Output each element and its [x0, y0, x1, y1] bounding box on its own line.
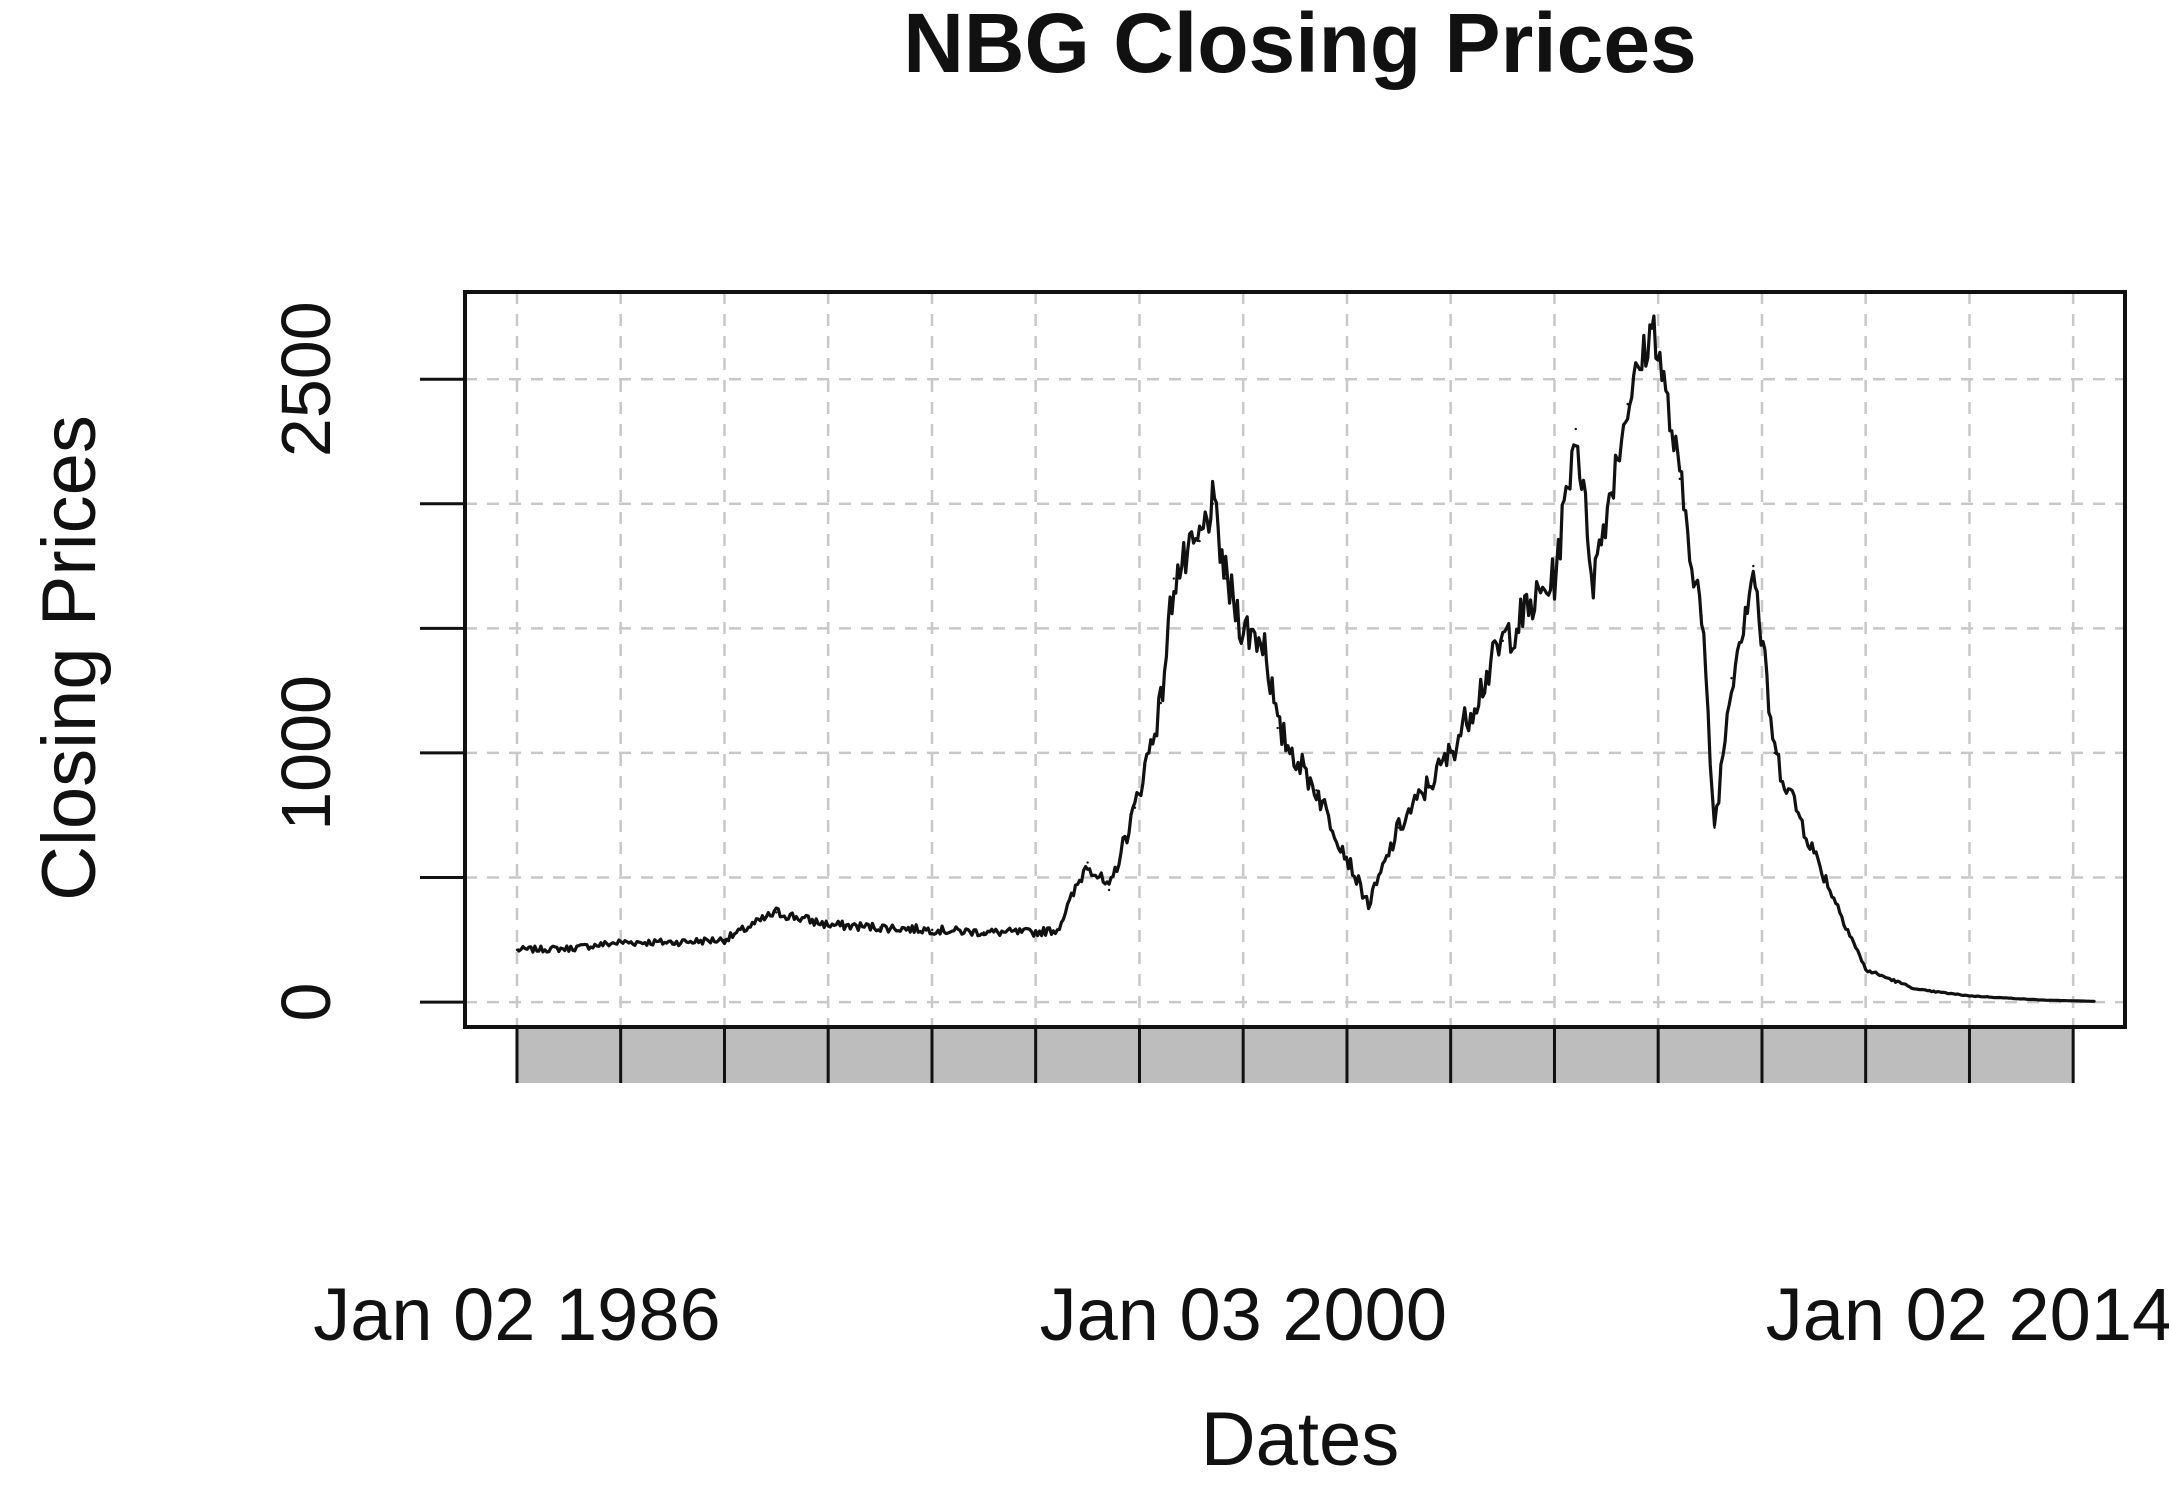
- data-point-18: [1211, 502, 1214, 505]
- data-point-14: [1133, 806, 1137, 809]
- data-point-42: [1968, 994, 1971, 998]
- y-tick-label-1: 1000: [267, 675, 345, 831]
- data-point-32: [1652, 323, 1656, 326]
- series-group: [515, 314, 2096, 1003]
- data-point-6: [826, 923, 830, 927]
- x-tick-label-0: Jan 02 1986: [313, 1273, 720, 1356]
- data-point-7: [879, 926, 882, 929]
- data-point-40: [1864, 968, 1867, 971]
- data-point-8: [930, 928, 934, 932]
- data-point-37: [1752, 564, 1755, 568]
- data-point-30: [1592, 577, 1595, 580]
- data-point-36: [1730, 676, 1733, 680]
- data-point-21: [1263, 639, 1266, 643]
- data-point-26: [1449, 751, 1452, 755]
- data-point-27: [1501, 639, 1504, 643]
- data-point-41: [1916, 988, 1919, 991]
- data-point-15: [1159, 701, 1162, 705]
- data-point-5: [775, 911, 778, 914]
- data-point-4: [723, 938, 726, 941]
- x-axis-label: Dates: [1201, 1397, 1400, 1482]
- y-axis: 0 1000 2500: [267, 301, 465, 1022]
- data-point-39: [1812, 851, 1816, 854]
- data-point-13: [1107, 888, 1111, 892]
- data-point-22: [1276, 726, 1279, 730]
- data-point-33: [1678, 477, 1681, 481]
- data-point-44: [2093, 1000, 2096, 1003]
- x-tick-label-1: Jan 03 2000: [1040, 1273, 1447, 1356]
- plot-frame: [463, 290, 2127, 1029]
- data-point-16: [1172, 577, 1176, 580]
- data-point-1: [567, 947, 571, 950]
- x-axis-band-ticks: [515, 1027, 2075, 1083]
- data-point-35: [1713, 826, 1716, 829]
- y-tick-label-0: 0: [267, 983, 345, 1022]
- data-point-17: [1198, 539, 1201, 543]
- data-point-19: [1224, 577, 1227, 580]
- data-point-34: [1700, 614, 1703, 618]
- grid-lines: [465, 292, 2125, 1027]
- data-point-24: [1367, 903, 1370, 907]
- data-point-28: [1553, 577, 1556, 580]
- x-tick-label-2: Jan 02 2014: [1766, 1273, 2169, 1356]
- data-point-10: [1034, 931, 1037, 934]
- data-point-9: [982, 931, 986, 934]
- data-point-11: [1056, 928, 1059, 932]
- x-axis-band: [516, 1027, 2074, 1083]
- y-axis-label: Closing Prices: [27, 415, 112, 901]
- data-point-25: [1397, 826, 1401, 829]
- data-point-29: [1574, 427, 1577, 431]
- data-point-3: [671, 941, 674, 944]
- data-point-38: [1773, 751, 1776, 755]
- data-point-2: [619, 941, 623, 944]
- data-point-31: [1626, 402, 1629, 406]
- chart-title: NBG Closing Prices: [903, 0, 1697, 90]
- series-line: [515, 314, 2095, 1003]
- data-point-20: [1242, 627, 1245, 630]
- x-axis-tick-labels: Jan 02 1986 Jan 03 2000 Jan 02 2014: [313, 1273, 2169, 1356]
- data-point-0: [515, 948, 519, 951]
- data-point-23: [1315, 789, 1318, 792]
- y-tick-label-2: 2500: [267, 301, 345, 457]
- data-point-43: [2041, 998, 2044, 1002]
- data-point-12: [1086, 861, 1089, 864]
